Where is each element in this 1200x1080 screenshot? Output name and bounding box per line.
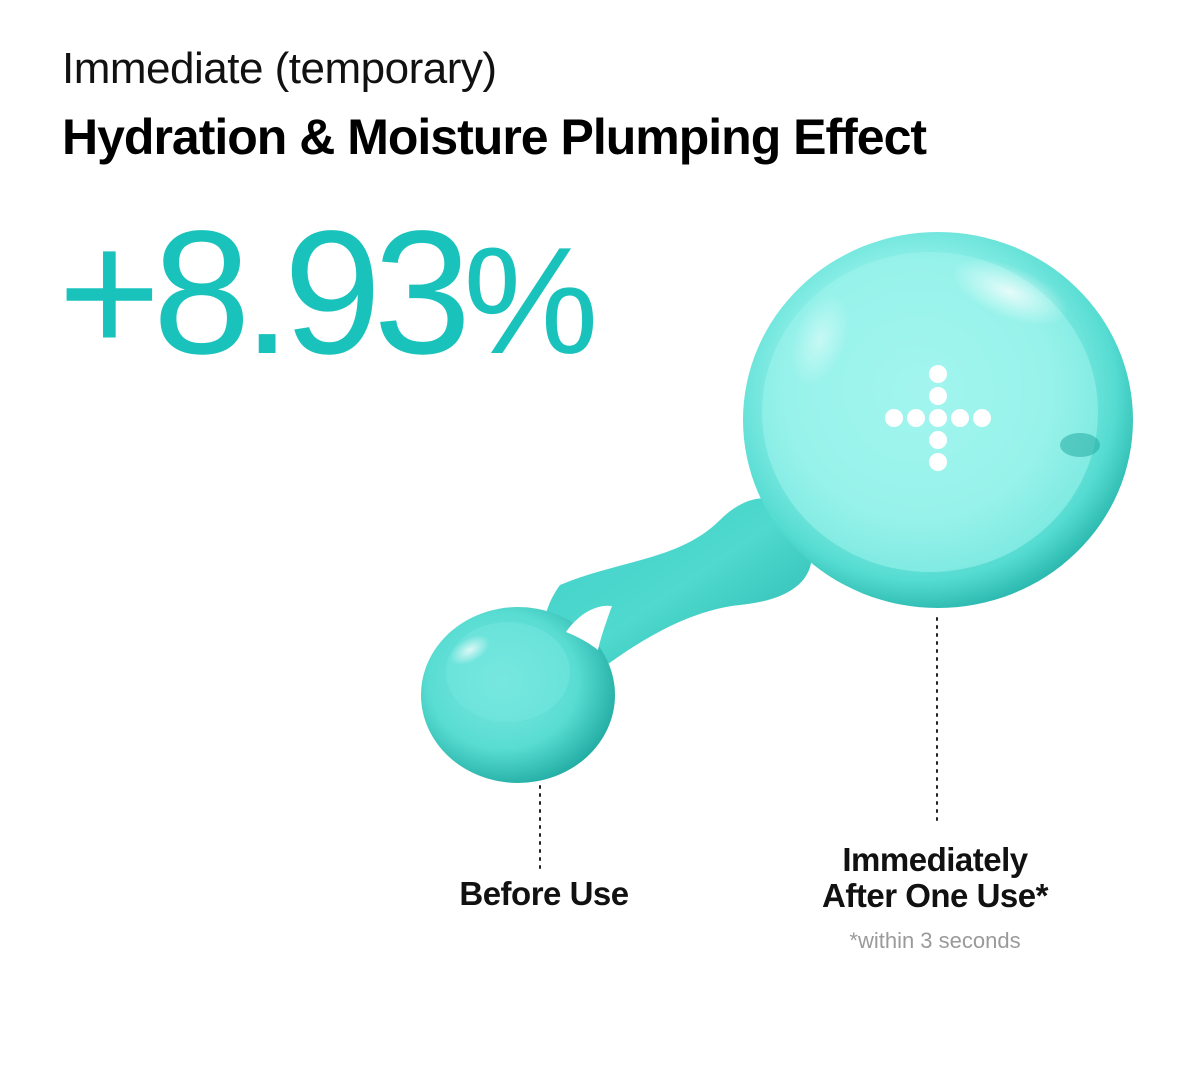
subtitle: Immediate (temporary)	[62, 44, 497, 93]
stat-value: +8.93	[58, 195, 471, 391]
stat-percentage: +8.93%	[58, 205, 598, 381]
droplet-gap	[566, 605, 612, 650]
dotted-plus-icon	[885, 365, 991, 471]
footnote: *within 3 seconds	[849, 928, 1021, 953]
droplet-neck	[543, 498, 812, 679]
after-use-label-line2: After One Use*	[822, 877, 1048, 914]
before-use-label: Before Use	[459, 875, 629, 912]
page-title: Hydration & Moisture Plumping Effect	[62, 109, 927, 165]
after-use-label: Immediately After One Use*	[785, 842, 1085, 914]
after-use-label-line1: Immediately	[842, 841, 1028, 878]
stat-unit: %	[463, 216, 599, 386]
